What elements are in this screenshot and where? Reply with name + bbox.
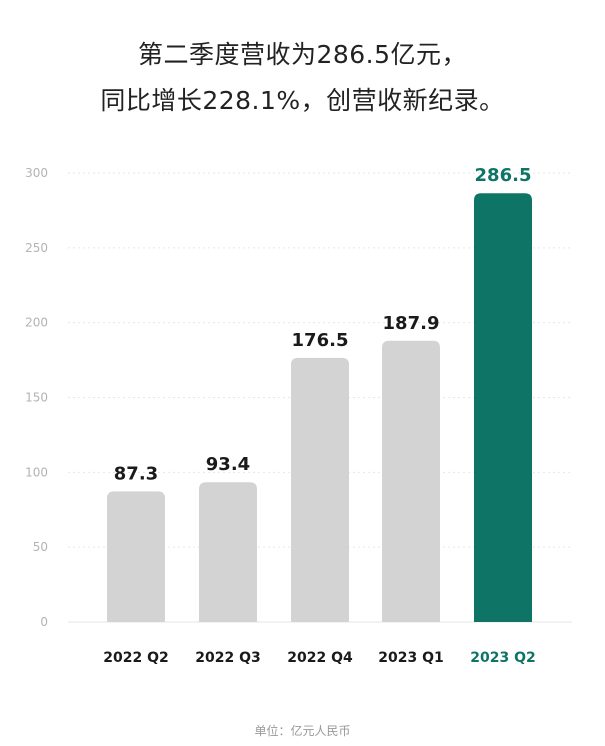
value-label-2022-Q3: 93.4 xyxy=(206,454,250,475)
bar-2022-Q2 xyxy=(107,491,165,622)
y-tick-label-50: 50 xyxy=(33,540,48,554)
value-label-2023-Q1: 187.9 xyxy=(383,313,440,334)
chart-title: 第二季度营收为286.5亿元， 同比增长228.1%，创营收新纪录。 xyxy=(0,32,605,124)
x-tick-label-2022-Q2: 2022 Q2 xyxy=(103,650,168,666)
y-tick-label-300: 300 xyxy=(25,166,48,180)
value-label-2022-Q4: 176.5 xyxy=(292,330,349,351)
bar-2022-Q3 xyxy=(199,482,257,622)
bar-2023-Q2 xyxy=(474,193,532,622)
y-tick-label-200: 200 xyxy=(25,316,48,330)
y-tick-label-0: 0 xyxy=(40,615,48,629)
y-tick-label-150: 150 xyxy=(25,391,48,405)
bar-2022-Q4 xyxy=(291,357,349,622)
value-label-2023-Q2: 286.5 xyxy=(475,165,532,186)
title-line-2: 同比增长228.1%，创营收新纪录。 xyxy=(100,86,505,115)
x-tick-label-2022-Q4: 2022 Q4 xyxy=(287,650,353,666)
value-label-2022-Q2: 87.3 xyxy=(114,463,158,484)
y-tick-label-100: 100 xyxy=(25,465,48,479)
unit-note: 单位：亿元人民币 xyxy=(254,724,351,738)
title-line-1: 第二季度营收为286.5亿元， xyxy=(137,40,468,69)
x-tick-label-2023-Q1: 2023 Q1 xyxy=(378,650,443,666)
y-tick-label-250: 250 xyxy=(25,241,48,255)
bar-2023-Q1 xyxy=(382,340,440,622)
x-tick-label-2023-Q2: 2023 Q2 xyxy=(470,650,535,666)
x-tick-label-2022-Q3: 2022 Q3 xyxy=(195,650,260,666)
